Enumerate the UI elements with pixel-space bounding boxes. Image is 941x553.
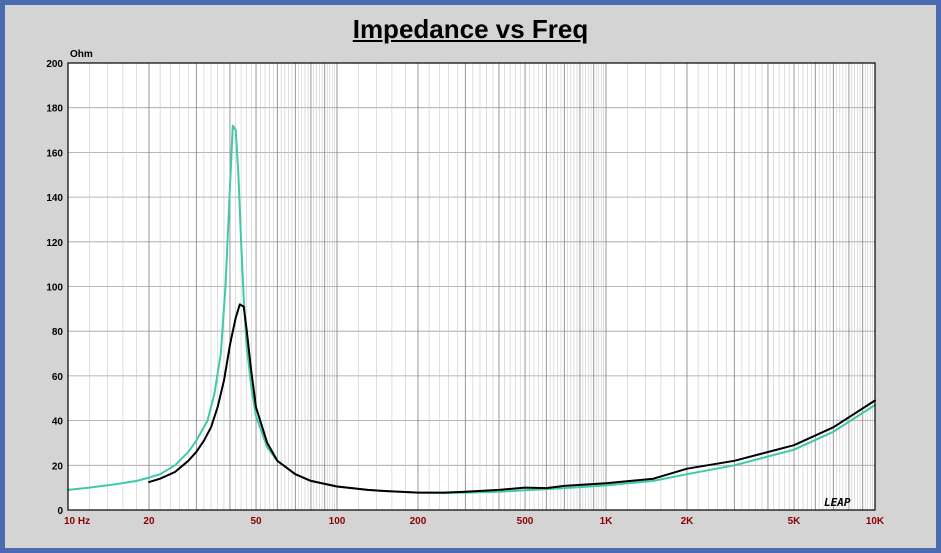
x-tick-label: 10 Hz (64, 516, 90, 527)
x-tick-label: 500 (517, 516, 534, 527)
y-tick-label: 0 (57, 506, 63, 517)
x-tick-label: 1K (600, 516, 614, 527)
y-tick-label: 160 (46, 148, 63, 159)
y-tick-label: 200 (46, 59, 63, 70)
y-tick-label: 20 (52, 461, 64, 472)
y-axis: 0 20 40 60 80 100 120 140 160 180 200 (46, 59, 63, 517)
x-axis: 10 Hz 20 50 100 200 500 1K 2K 5K 10K (64, 516, 885, 527)
leap-logo: LEAP (824, 496, 851, 509)
x-tick-label: 5K (788, 516, 802, 527)
x-tick-label: 100 (329, 516, 346, 527)
x-tick-label: 10K (866, 516, 885, 527)
series-line-1 (67, 124, 876, 494)
y-tick-label: 140 (46, 193, 63, 204)
x-tick-label: 20 (143, 516, 155, 527)
y-tick-label: 40 (52, 417, 64, 428)
y-tick-label: 60 (52, 372, 64, 383)
y-tick-label: 100 (46, 283, 63, 294)
y-tick-label: 180 (46, 104, 63, 115)
series-line-2 (148, 303, 876, 494)
chart-title: Impedance vs Freq (352, 14, 589, 44)
y-axis-label: Ohm (70, 49, 93, 60)
y-tick-label: 120 (46, 238, 63, 249)
x-tick-label: 2K (681, 516, 695, 527)
series-group (67, 124, 876, 494)
x-tick-label: 50 (250, 516, 262, 527)
x-tick-label: 200 (410, 516, 427, 527)
y-tick-label: 80 (52, 327, 64, 338)
